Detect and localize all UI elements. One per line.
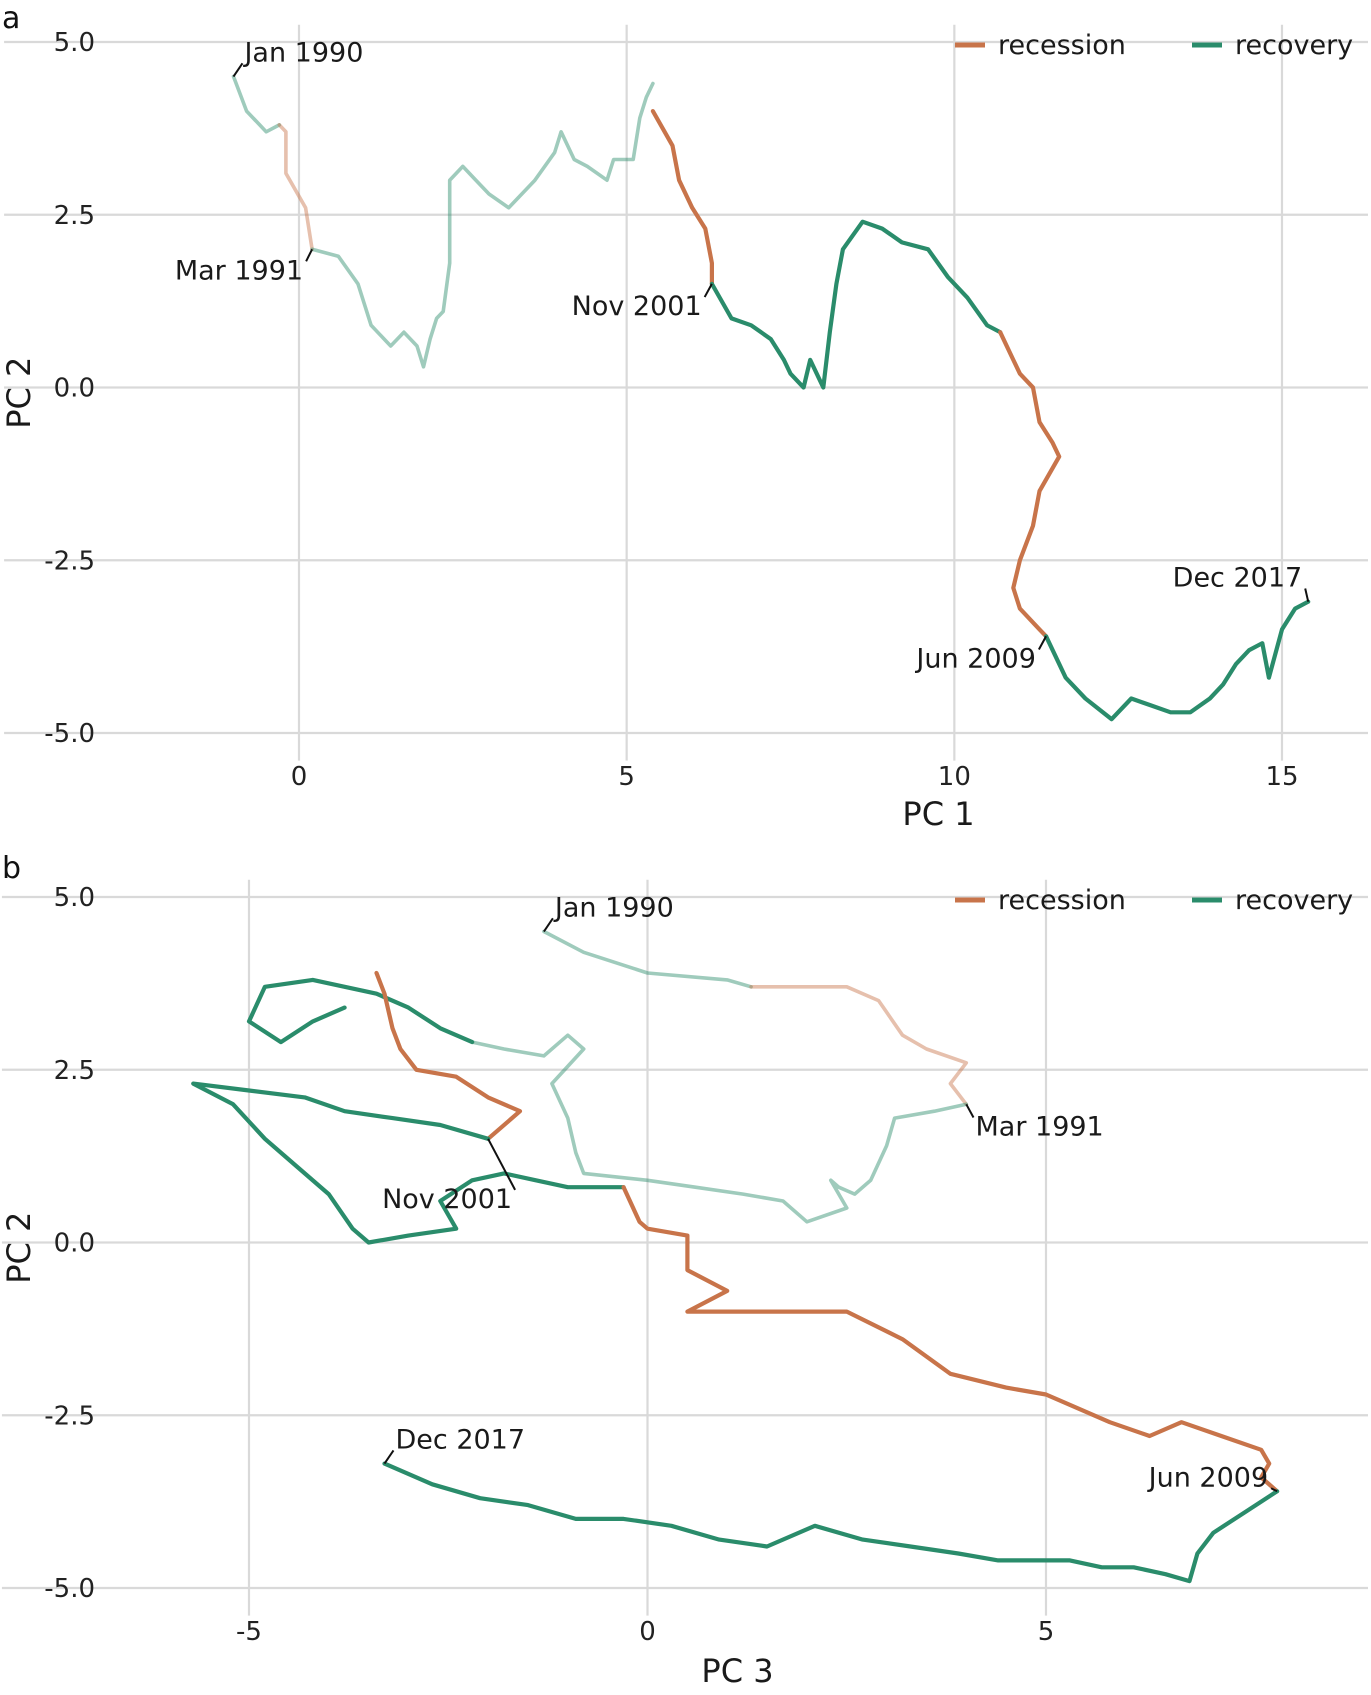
series-line-recession [374,970,523,1141]
x-tick-label: 0 [291,762,308,792]
y-tick-label: -5.0 [44,719,95,749]
panel-a: -5.0 -2.5 0.0 2.5 5.0 0 5 10 15 PC 1 PC 2 a Jan 1990… [0,1,1368,833]
series-line-recovery [382,1461,1280,1584]
series-line-recovery [470,1033,969,1224]
series-line-recovery [246,977,475,1045]
series-line-recession [621,1185,1280,1494]
annotation-label: Mar 1991 [175,255,303,286]
legend-entry-recovery: recovery [1192,885,1353,916]
panel-letter: a [2,1,20,36]
y-tick-label: 2.5 [54,1056,95,1086]
x-tick-label: 5 [618,762,635,792]
y-tick-label: 0.0 [54,1229,95,1259]
legend-label: recession [998,30,1126,61]
legend-label: recovery [1235,30,1353,61]
annotation-leader [1038,635,1047,650]
annotation-label: Mar 1991 [976,1112,1104,1143]
series-line-recovery [231,74,282,134]
annotation-leader [305,248,314,262]
panel-letter: b [2,851,21,886]
series-line-recovery [191,1081,626,1245]
y-tick-label: 2.5 [54,201,95,231]
annotation-leader [1304,588,1310,602]
legend-entry-recession: recession [955,30,1126,61]
annotation-label: Nov 2001 [382,1184,512,1215]
series-line-recovery [1044,599,1311,722]
annotation-label: Jan 1990 [242,37,363,68]
annotation-label: Dec 2017 [1173,563,1303,594]
annotation-label: Nov 2001 [572,291,702,322]
legend-label: recession [998,885,1126,916]
x-axis-title: PC 1 [902,795,974,833]
series-line-recession [749,985,969,1107]
x-axis-title: PC 3 [701,1652,773,1690]
series-line-recession [277,123,314,252]
annotation-leader [965,1103,975,1118]
series-line-recovery [310,81,655,369]
series-line-recession [998,330,1062,639]
x-tick-label: -5 [236,1617,262,1647]
y-tick-label: -2.5 [44,546,95,576]
y-axis-title: PC 2 [0,357,38,429]
y-tick-label: 0.0 [54,374,95,404]
series-line-recession [650,109,714,286]
y-tick-label: 5.0 [54,28,95,58]
panel-b: -5.0 -2.5 0.0 2.5 5.0 -5 0 5 PC 3 PC 2 b Jan 1990 Ma… [0,851,1368,1690]
annotation-leader [1270,1487,1278,1493]
series-line-recovery [709,219,1003,390]
annotation-label: Dec 2017 [395,1424,525,1455]
legend-entry-recession: recession [955,885,1126,916]
x-tick-label: 15 [1265,762,1298,792]
annotation-leader [232,62,244,78]
y-tick-label: 5.0 [54,883,95,913]
y-tick-label: -2.5 [44,1401,95,1431]
annotation-label: Jan 1990 [553,892,674,923]
x-tick-label: 5 [1038,1617,1055,1647]
annotation-leader [543,917,554,933]
annotation-leader [487,1138,516,1191]
y-tick-label: -5.0 [44,1574,95,1604]
series-line-recovery [542,929,753,989]
x-tick-label: 10 [938,762,971,792]
x-tick-label: 0 [639,1617,656,1647]
y-axis-title: PC 2 [0,1212,38,1284]
annotation-label: Jun 2009 [914,643,1035,674]
annotation-label: Jun 2009 [1147,1462,1268,1493]
annotation-leader [383,1449,395,1465]
legend-label: recovery [1235,885,1353,916]
legend-entry-recovery: recovery [1192,30,1353,61]
annotation-leader [703,283,713,298]
